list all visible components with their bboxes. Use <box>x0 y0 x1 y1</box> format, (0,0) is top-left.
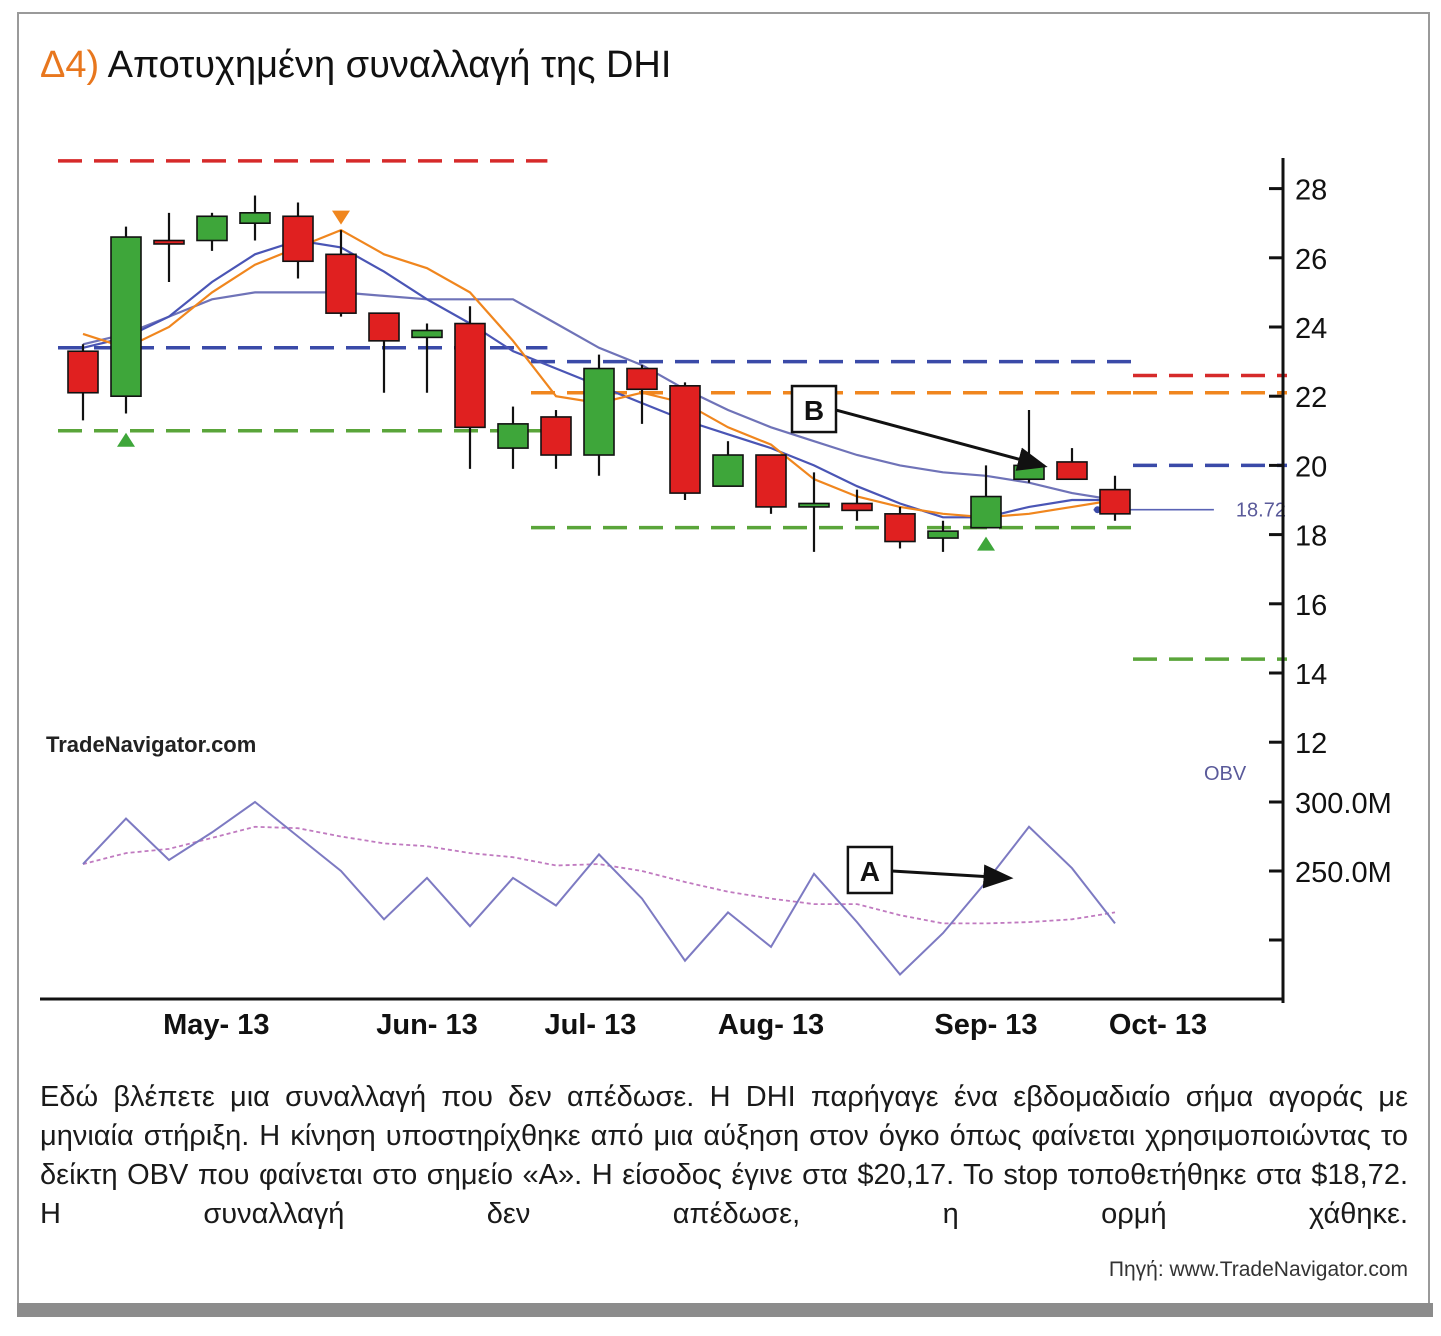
price-tick-label: 26 <box>1295 244 1327 276</box>
month-label: Jun- 13 <box>376 1009 478 1041</box>
price-chart: 18.72 12 14 16 18 20 22 24 26 28 OBV 300.0M 250.0M M… <box>40 128 1406 1041</box>
annotation-label: A <box>860 856 880 887</box>
candle-body <box>153 239 185 245</box>
brand-watermark: TradeNavigator.com <box>46 732 256 757</box>
candle-body <box>841 502 873 512</box>
source-credit: Πηγή: www.TradeNavigator.com <box>1108 1258 1408 1281</box>
figure-title: Δ4) Αποτυχημένη συναλλαγή της DHI <box>40 44 671 87</box>
price-tick-label: 24 <box>1295 313 1327 345</box>
candle-body <box>110 236 142 397</box>
candle-body <box>970 495 1002 529</box>
candle-body <box>282 215 314 263</box>
ma-long-line <box>82 291 1116 502</box>
candle-body <box>67 350 99 394</box>
annotation-box <box>846 845 894 895</box>
month-label: Oct- 13 <box>1109 1009 1207 1041</box>
price-tick-label: 18 <box>1295 521 1327 553</box>
bottom-bar <box>17 1303 1433 1317</box>
annotation-label: B <box>804 395 824 426</box>
annotation-arrow <box>835 408 1048 471</box>
obv-axis-label: OBV <box>1204 763 1247 785</box>
sell-signal-triangle <box>332 210 350 225</box>
buy-signal-triangle <box>977 536 995 551</box>
month-label: May- 13 <box>163 1009 269 1041</box>
candle-body <box>497 423 529 449</box>
annotation-arrow <box>891 864 1014 889</box>
price-tick-label: 28 <box>1295 175 1327 207</box>
candles <box>67 195 1131 552</box>
candle-body <box>368 312 400 342</box>
candle-body <box>669 385 701 494</box>
chart-background <box>40 128 1406 998</box>
candle-body <box>1013 464 1045 481</box>
month-label: Aug- 13 <box>718 1009 824 1041</box>
price-tick-label: 22 <box>1295 382 1327 414</box>
obv-tick-label: 250.0M <box>1295 857 1392 889</box>
price-tick-label: 20 <box>1295 451 1327 483</box>
obv-line <box>82 800 1116 976</box>
buy-signal-triangle <box>117 432 135 447</box>
obv-tick-label: 300.0M <box>1295 788 1392 820</box>
month-label: Sep- 13 <box>934 1009 1037 1041</box>
candle-body <box>798 502 830 508</box>
axes: 12 14 16 18 20 22 24 26 28 OBV 300.0M 250.0M May- 13… <box>40 158 1392 1041</box>
candle-body <box>583 367 615 456</box>
candle-body <box>1056 461 1088 481</box>
candle-body <box>239 212 271 225</box>
candle-body <box>1099 488 1131 515</box>
stop-price-label: 18.72 <box>1236 500 1286 522</box>
obv-signal-line <box>82 825 1116 925</box>
price-tick-label: 12 <box>1295 728 1327 760</box>
candle-body <box>411 329 443 339</box>
caption-text: Εδώ βλέπετε μια συναλλαγή που δεν απέδωσ… <box>40 1081 1408 1230</box>
candle-body <box>196 215 228 242</box>
candle-body <box>755 454 787 508</box>
candle-body <box>454 322 486 429</box>
candle-body <box>626 367 658 391</box>
candle-body <box>927 530 959 539</box>
annotation-box <box>790 384 838 434</box>
candle-body <box>325 253 357 314</box>
candle-body <box>540 416 572 456</box>
price-tick-label: 16 <box>1295 590 1327 622</box>
signal-markers <box>117 210 995 551</box>
annotations: BA <box>790 384 1048 895</box>
candle-body <box>884 513 916 543</box>
month-label: Jul- 13 <box>544 1009 636 1041</box>
figure-number: Δ4) <box>40 44 100 86</box>
figure-title-text: Αποτυχημένη συναλλαγή της DHI <box>107 44 672 86</box>
price-tick-label: 14 <box>1295 659 1327 691</box>
candle-body <box>712 454 744 487</box>
obv-panel <box>82 800 1116 976</box>
